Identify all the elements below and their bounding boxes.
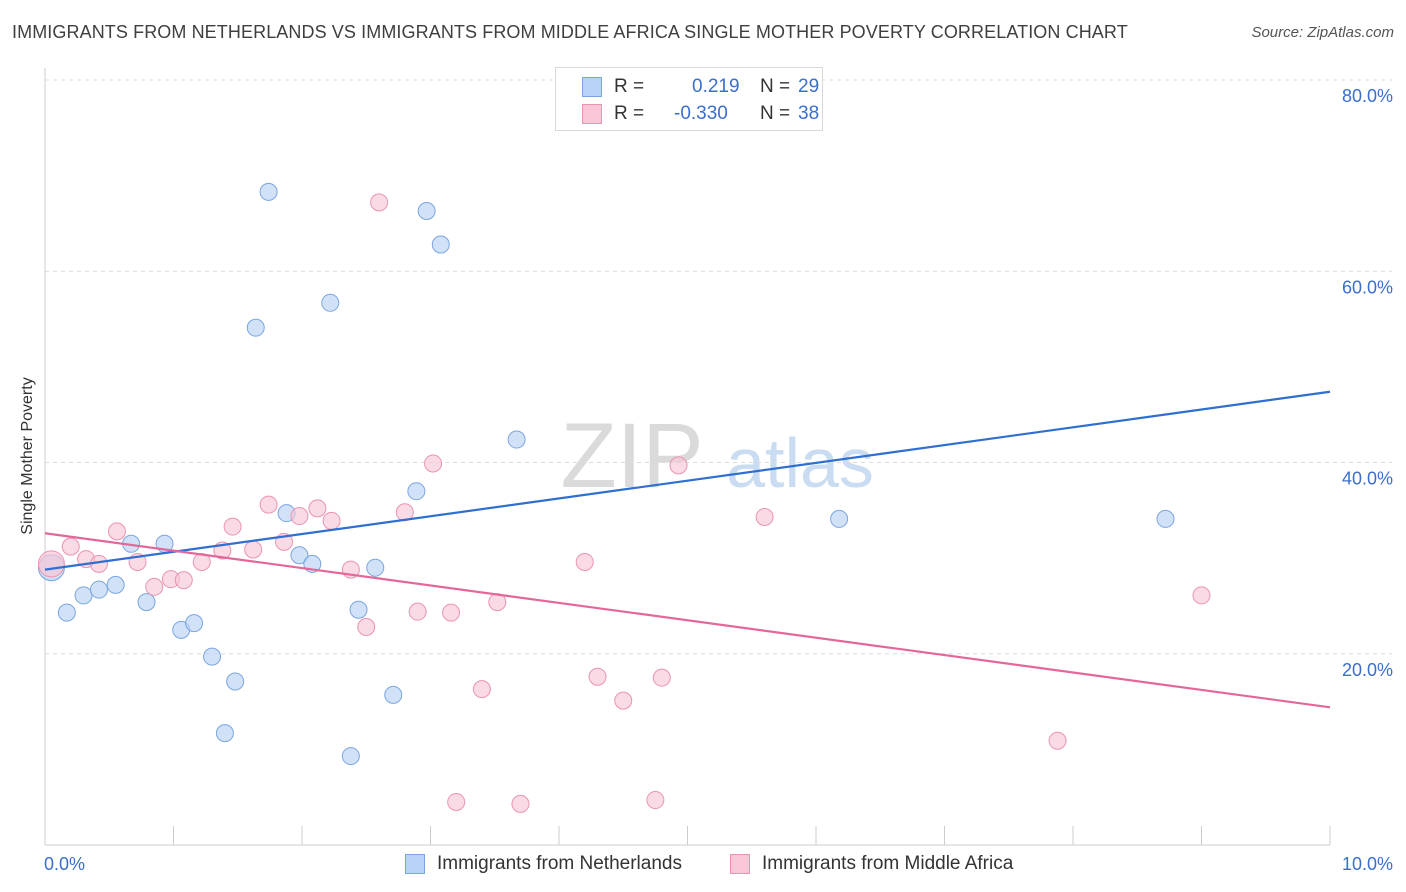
legend-netherlands-label: Immigrants from Netherlands [437,853,682,874]
data-point-middle-africa [145,577,164,596]
y-tick-label: 20.0% [1342,660,1393,680]
y-axis-label: Single Mother Poverty [19,377,36,535]
data-point-netherlands [226,672,245,691]
middle-africa-r-value: -0.330 [674,103,728,124]
middle-africa-r-label: R = [614,103,645,124]
data-point-netherlands [830,509,849,528]
data-point-middle-africa [424,454,443,473]
data-point-netherlands [507,430,526,449]
y-tick-label: 40.0% [1342,469,1393,489]
chart-title: IMMIGRANTS FROM NETHERLANDS VS IMMIGRANT… [12,22,1128,42]
data-point-netherlands [74,586,93,605]
legend-middle-africa-label: Immigrants from Middle Africa [762,853,1014,874]
data-point-netherlands [290,546,309,565]
data-point-netherlands [259,182,278,201]
data-point-middle-africa [1048,731,1067,750]
netherlands-n-value: 29 [798,76,820,97]
netherlands-r-value: 0.219 [692,76,740,97]
data-point-middle-africa [370,193,389,212]
data-point-netherlands [366,558,385,577]
data-point-netherlands [57,603,76,622]
trend-line-netherlands [44,390,1331,571]
x-tick-label-min: 0.0% [44,854,85,874]
data-point-netherlands [203,647,222,666]
data-point-middle-africa [107,522,126,541]
correlation-legend: R = 0.219 N = 29 R = -0.330 N = 38 [555,67,823,131]
data-point-netherlands [321,293,340,312]
data-point-middle-africa [322,511,341,530]
middle-africa-n-label: N = [760,103,791,124]
data-point-middle-africa [447,792,466,811]
source-credit: Source: ZipAtlas.com [1251,24,1394,41]
series-layer [37,182,1211,813]
data-point-middle-africa [37,550,65,578]
netherlands-r-label: R = [614,76,645,97]
data-point-middle-africa [614,691,633,710]
data-point-middle-africa [1192,586,1211,605]
y-tick-label: 80.0% [1342,86,1393,106]
data-point-middle-africa [442,603,461,622]
data-point-middle-africa [408,602,427,621]
trend-line-middle-africa [44,532,1331,709]
x-tick-label-max: 10.0% [1342,854,1393,874]
data-point-middle-africa [755,508,774,527]
series-middle-africa [37,193,1211,813]
data-point-middle-africa [588,667,607,686]
data-point-netherlands [417,202,436,221]
data-point-middle-africa [646,791,665,810]
data-point-middle-africa [223,517,242,536]
data-point-netherlands [106,575,125,594]
data-point-netherlands [137,593,156,612]
grid [45,79,1392,655]
data-point-middle-africa [290,507,309,526]
netherlands-n-label: N = [760,76,791,97]
middle-africa-swatch [582,104,602,124]
data-point-netherlands [215,724,234,743]
data-point-middle-africa [259,495,278,514]
data-point-middle-africa [174,571,193,590]
data-point-middle-africa [472,680,491,699]
data-point-netherlands [384,685,403,704]
data-point-middle-africa [575,552,594,571]
data-point-netherlands [407,482,426,501]
watermark-zip: ZIP [560,405,703,507]
axes [44,68,1331,846]
data-point-middle-africa [669,456,688,475]
netherlands-swatch [582,77,602,97]
data-point-middle-africa [308,499,327,518]
middle-africa-n-value: 38 [798,103,820,124]
data-point-netherlands [349,600,368,619]
data-point-netherlands [1156,509,1175,528]
data-point-netherlands [341,747,360,766]
y-tick-label: 60.0% [1342,277,1393,297]
legend-middle-africa-swatch [730,854,750,874]
data-point-netherlands [185,614,204,633]
legend-netherlands-swatch [405,854,425,874]
trend-layer [44,390,1331,709]
data-point-middle-africa [357,617,376,636]
data-point-middle-africa [61,537,80,556]
data-point-middle-africa [244,540,263,559]
data-point-middle-africa [652,668,671,687]
data-point-middle-africa [511,794,530,813]
data-point-netherlands [89,580,108,599]
data-point-netherlands [431,235,450,254]
watermark: ZIP atlas [560,405,874,507]
tick-labels: 20.0% 40.0% 60.0% 80.0% 0.0% 10.0% [44,86,1393,874]
data-point-netherlands [246,318,265,337]
